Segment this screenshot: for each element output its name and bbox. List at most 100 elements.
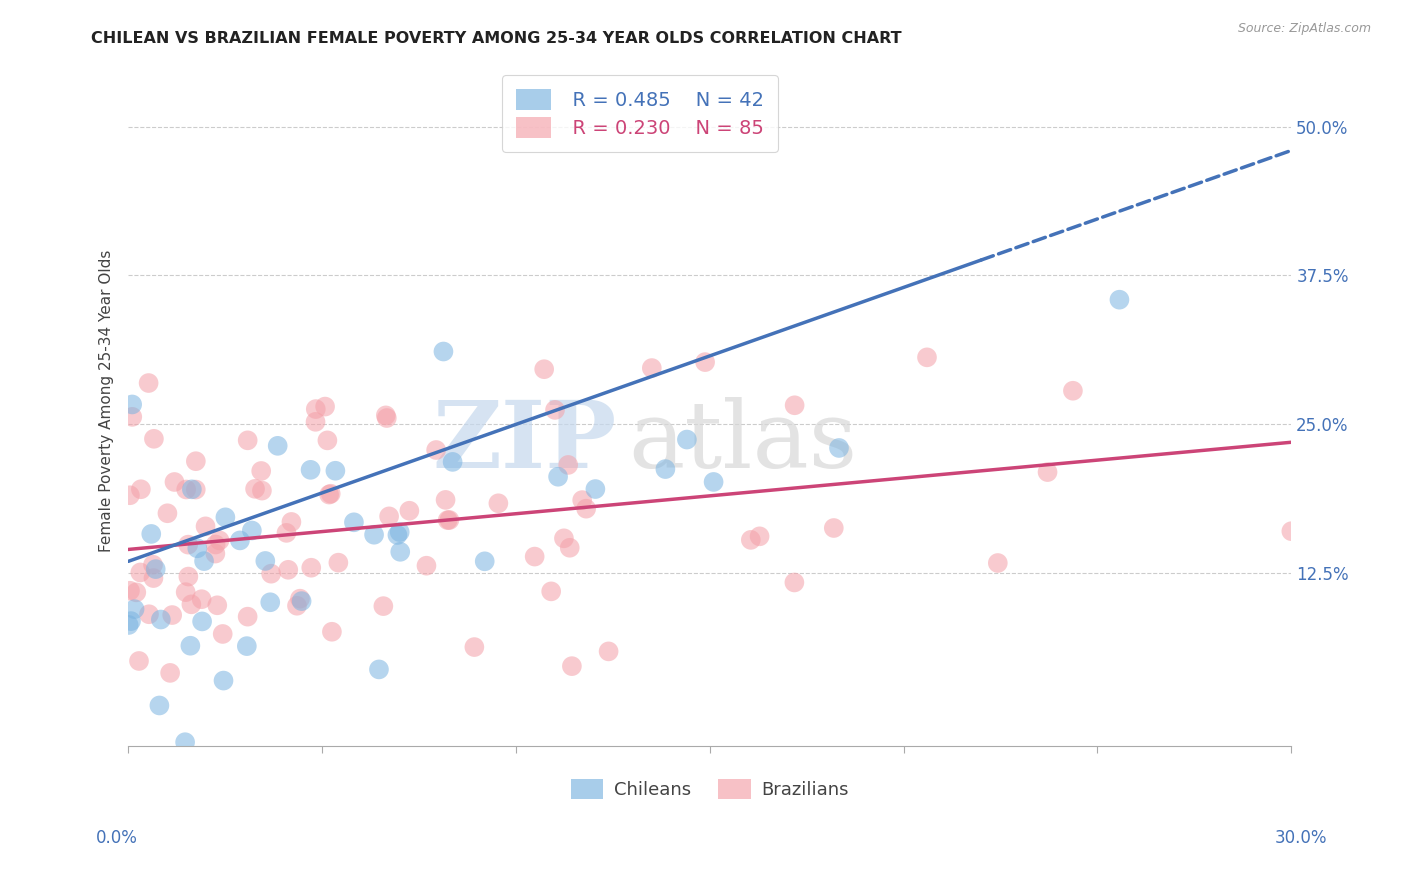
Point — [142, 558, 165, 572]
Point — [463, 640, 485, 654]
Point — [207, 599, 229, 613]
Point — [748, 529, 770, 543]
Point — [236, 434, 259, 448]
Point — [149, 613, 172, 627]
Point — [783, 575, 806, 590]
Point — [1108, 293, 1130, 307]
Point — [533, 362, 555, 376]
Point — [436, 513, 458, 527]
Point — [676, 433, 699, 447]
Point — [186, 541, 208, 556]
Point — [285, 599, 308, 613]
Point — [441, 455, 464, 469]
Point — [434, 492, 457, 507]
Point — [299, 463, 322, 477]
Point — [204, 537, 226, 551]
Point — [250, 483, 273, 498]
Point — [1062, 384, 1084, 398]
Point — [987, 556, 1010, 570]
Point — [305, 402, 328, 417]
Point — [129, 482, 152, 496]
Point — [571, 493, 593, 508]
Point — [368, 662, 391, 676]
Point — [828, 441, 851, 455]
Point — [316, 434, 339, 448]
Point — [389, 545, 412, 559]
Point — [373, 599, 395, 614]
Point — [314, 400, 336, 414]
Point — [547, 469, 569, 483]
Point — [177, 569, 200, 583]
Point — [823, 521, 845, 535]
Point — [561, 659, 583, 673]
Point — [190, 592, 212, 607]
Point — [148, 698, 170, 713]
Point — [156, 506, 179, 520]
Point — [375, 411, 398, 425]
Point — [250, 464, 273, 478]
Point — [128, 654, 150, 668]
Point — [143, 814, 166, 828]
Point — [378, 509, 401, 524]
Point — [118, 488, 141, 502]
Point — [540, 584, 562, 599]
Point — [343, 516, 366, 530]
Text: Source: ZipAtlas.com: Source: ZipAtlas.com — [1237, 22, 1371, 36]
Point — [159, 665, 181, 680]
Point — [374, 409, 396, 423]
Point — [142, 571, 165, 585]
Point — [321, 624, 343, 639]
Point — [229, 533, 252, 548]
Point — [180, 483, 202, 497]
Point — [304, 415, 326, 429]
Point — [575, 501, 598, 516]
Point — [236, 609, 259, 624]
Point — [214, 510, 236, 524]
Text: 30.0%: 30.0% — [1274, 829, 1327, 847]
Point — [388, 524, 411, 539]
Point — [124, 602, 146, 616]
Point — [740, 533, 762, 547]
Point — [432, 344, 454, 359]
Point — [277, 563, 299, 577]
Point — [243, 482, 266, 496]
Text: ZIP: ZIP — [433, 397, 617, 487]
Point — [208, 533, 231, 548]
Y-axis label: Female Poverty Among 25-34 Year Olds: Female Poverty Among 25-34 Year Olds — [100, 250, 114, 552]
Point — [583, 482, 606, 496]
Point — [1036, 465, 1059, 479]
Point — [141, 527, 163, 541]
Point — [319, 487, 342, 501]
Point — [486, 496, 509, 510]
Point — [654, 462, 676, 476]
Point — [180, 597, 202, 611]
Point — [145, 562, 167, 576]
Point — [398, 504, 420, 518]
Point — [544, 403, 567, 417]
Point — [138, 607, 160, 622]
Point — [915, 351, 938, 365]
Point — [557, 458, 579, 472]
Point — [211, 627, 233, 641]
Point — [288, 591, 311, 606]
Point — [439, 513, 461, 527]
Point — [193, 554, 215, 568]
Point — [598, 644, 620, 658]
Point — [194, 519, 217, 533]
Point — [299, 560, 322, 574]
Point — [254, 554, 277, 568]
Point — [184, 483, 207, 497]
Point — [177, 538, 200, 552]
Point — [142, 432, 165, 446]
Point — [125, 585, 148, 599]
Point — [118, 583, 141, 598]
Point — [121, 409, 143, 424]
Point — [291, 594, 314, 608]
Point — [163, 475, 186, 489]
Point — [174, 735, 197, 749]
Point — [267, 439, 290, 453]
Point — [641, 361, 664, 376]
Point — [425, 442, 447, 457]
Point — [236, 639, 259, 653]
Point — [174, 585, 197, 599]
